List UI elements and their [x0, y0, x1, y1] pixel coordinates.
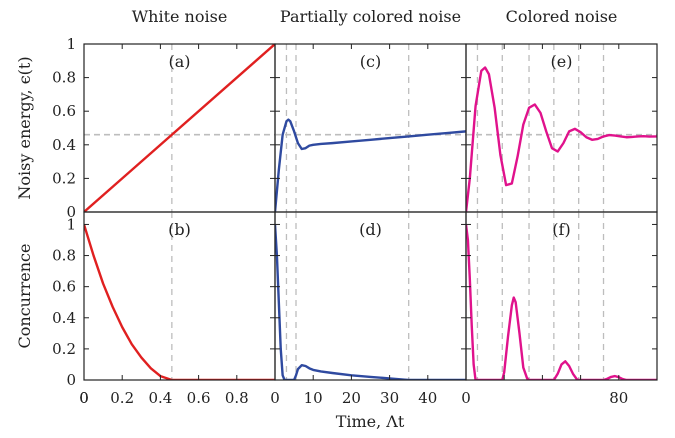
- xtick-label: 0: [79, 389, 89, 407]
- series-line: [275, 224, 466, 380]
- y-axis-label-bottom: Concurrence: [15, 244, 34, 349]
- panel-frame: [465, 211, 658, 381]
- xtick-label: 0.4: [148, 389, 172, 407]
- series-line: [84, 44, 275, 212]
- xtick-label: 20: [342, 389, 361, 407]
- xtick-label: 40: [418, 389, 437, 407]
- panel-label: (d): [359, 220, 382, 239]
- column-title-2: Colored noise: [506, 7, 618, 26]
- ytick-label: 1: [66, 35, 76, 53]
- ytick-label: 0.2: [52, 340, 76, 358]
- ytick-label: 0.8: [52, 69, 76, 87]
- ytick-label: 0.6: [52, 278, 76, 296]
- xtick-label: 0: [79, 389, 89, 407]
- ytick-label: 0.4: [52, 136, 76, 154]
- panel-c: (c): [274, 43, 467, 213]
- xtick-label: 0: [461, 389, 471, 407]
- column-title-1: Partially colored noise: [280, 7, 461, 26]
- ytick-label: 0: [66, 203, 76, 221]
- series-line: [275, 118, 466, 212]
- xtick-label: 0.2: [110, 389, 134, 407]
- panel-f: (f) 0 80: [461, 211, 658, 407]
- panel-d: (d) 0 10 20 30 40: [270, 211, 467, 407]
- xtick-label: 10: [304, 389, 323, 407]
- series-line: [84, 224, 275, 380]
- panel-label: (c): [360, 52, 381, 71]
- y-axis-label-top: Noisy energy, ϵ(t): [15, 56, 34, 199]
- panel-label: (b): [168, 220, 191, 239]
- ytick-label: 0.2: [52, 169, 76, 187]
- ytick-label: 0.8: [52, 247, 76, 265]
- column-title-0: White noise: [132, 7, 228, 26]
- x-axis-label: Time, Λt: [336, 412, 405, 431]
- panel-e: (e): [465, 43, 658, 213]
- series-line: [466, 224, 657, 380]
- xtick-label: 0.6: [187, 389, 211, 407]
- xtick-label: 80: [609, 389, 628, 407]
- ytick-label: 0.6: [52, 102, 76, 120]
- xtick-label: 0: [270, 389, 280, 407]
- panel-a: (a) 0 0.2 0.4 0.6 0.8 1: [52, 35, 276, 221]
- xtick-label: 30: [380, 389, 399, 407]
- panel-label: (a): [168, 52, 190, 71]
- xtick-label: 0.8: [225, 389, 249, 407]
- panel-label: (f): [552, 220, 570, 239]
- ytick-label: 1: [66, 215, 76, 233]
- ytick-label: 0: [66, 371, 76, 389]
- panel-label: (e): [551, 52, 573, 71]
- series-line: [466, 66, 657, 212]
- ytick-label: 0.4: [52, 309, 76, 327]
